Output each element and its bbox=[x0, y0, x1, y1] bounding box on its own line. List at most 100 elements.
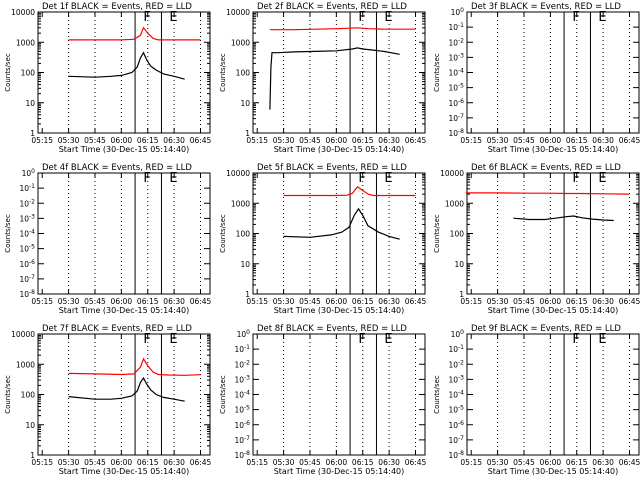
y-tick-label: 1000 bbox=[16, 38, 35, 47]
x-tick-label: 06:30 bbox=[163, 297, 185, 306]
y-tick-label: 100 bbox=[237, 329, 251, 339]
interval-marker-label: E bbox=[169, 10, 177, 25]
y-axis-label: Counts/sec bbox=[433, 375, 441, 414]
interval-marker-label: E bbox=[384, 171, 392, 186]
y-tick-label: 1000 bbox=[445, 199, 464, 208]
y-tick-label: 10-2 bbox=[19, 198, 35, 208]
plot-frame bbox=[37, 172, 211, 295]
x-tick-label: 06:15 bbox=[352, 458, 374, 467]
events-series-line bbox=[68, 51, 185, 80]
y-axis-label: Counts/sec bbox=[219, 375, 227, 414]
x-tick-label: 06:45 bbox=[405, 136, 427, 145]
y-tick-label: 10-1 bbox=[19, 183, 35, 193]
y-tick-label: 10 bbox=[240, 99, 250, 108]
interval-marker-label: F bbox=[572, 10, 579, 25]
y-tick-label: 10-3 bbox=[448, 374, 464, 384]
x-tick-label: 06:30 bbox=[592, 297, 614, 306]
y-tick-label: 10000 bbox=[226, 8, 250, 17]
x-tick-label: 05:45 bbox=[513, 458, 535, 467]
interval-marker-label: E bbox=[384, 10, 392, 25]
x-tick-label: 06:45 bbox=[619, 136, 640, 145]
x-tick-label: 05:15 bbox=[460, 458, 482, 467]
x-tick-label: 05:45 bbox=[84, 458, 106, 467]
x-tick-label: 05:45 bbox=[84, 297, 106, 306]
y-tick-label: 10-7 bbox=[448, 113, 464, 123]
y-tick-label: 10000 bbox=[11, 8, 35, 17]
x-tick-label: 05:15 bbox=[31, 458, 53, 467]
panel-title: Det 5f BLACK = Events, RED = LLD bbox=[257, 163, 407, 173]
x-tick-label: 06:45 bbox=[190, 136, 212, 145]
y-tick-label: 10-5 bbox=[19, 244, 35, 254]
y-tick-label: 10-8 bbox=[448, 128, 464, 138]
y-tick-label: 10 bbox=[454, 260, 464, 269]
y-tick-label: 1 bbox=[459, 290, 464, 299]
x-tick-label: 06:45 bbox=[190, 297, 212, 306]
y-tick-label: 10 bbox=[25, 99, 35, 108]
x-tick-label: 06:45 bbox=[619, 458, 640, 467]
interval-marker-label: F bbox=[572, 171, 579, 186]
x-tick-label: 06:00 bbox=[111, 136, 133, 145]
y-tick-label: 10-2 bbox=[448, 359, 464, 369]
y-tick-label: 10-2 bbox=[448, 37, 464, 47]
y-tick-label: 100 bbox=[22, 168, 36, 178]
y-tick-label: 1 bbox=[245, 290, 250, 299]
x-tick-label: 05:15 bbox=[460, 136, 482, 145]
detector-panel: Det 3f BLACK = Events, RED = LLD 05:15 05:… bbox=[433, 2, 640, 154]
x-tick-label: 06:00 bbox=[111, 297, 133, 306]
x-tick-label: 05:45 bbox=[84, 136, 106, 145]
plot-frame bbox=[37, 333, 211, 456]
x-tick-label: 06:15 bbox=[352, 136, 374, 145]
x-axis-label: Start Time (30-Dec-15 05:14:40) bbox=[59, 467, 190, 476]
y-tick-label: 10 bbox=[25, 421, 35, 430]
x-tick-label: 05:30 bbox=[273, 297, 295, 306]
lld-series-line bbox=[269, 27, 416, 31]
y-tick-label: 10-6 bbox=[448, 420, 464, 430]
x-tick-label: 05:30 bbox=[487, 458, 509, 467]
x-tick-label: 05:30 bbox=[487, 297, 509, 306]
y-axis-label: Counts/sec bbox=[433, 53, 441, 92]
x-tick-label: 05:30 bbox=[487, 136, 509, 145]
detector-panel: Det 7f BLACK = Events, RED = LLD 05:15 05:… bbox=[4, 324, 212, 476]
y-tick-label: 10-1 bbox=[448, 344, 464, 354]
x-tick-label: 05:30 bbox=[58, 458, 80, 467]
y-tick-label: 10-3 bbox=[234, 374, 250, 384]
panel-title: Det 9f BLACK = Events, RED = LLD bbox=[471, 324, 621, 334]
y-tick-label: 100 bbox=[451, 329, 465, 339]
y-tick-label: 10-7 bbox=[234, 435, 250, 445]
x-tick-label: 06:00 bbox=[540, 458, 562, 467]
y-tick-label: 1 bbox=[30, 129, 35, 138]
y-tick-label: 10-5 bbox=[448, 83, 464, 93]
x-tick-label: 05:30 bbox=[273, 458, 295, 467]
lld-series-line bbox=[68, 357, 201, 376]
y-tick-label: 100 bbox=[450, 230, 465, 239]
x-axis-label: Start Time (30-Dec-15 05:14:40) bbox=[274, 145, 405, 154]
lld-series-line bbox=[68, 26, 201, 41]
x-tick-label: 06:00 bbox=[326, 458, 348, 467]
panel-title: Det 3f BLACK = Events, RED = LLD bbox=[471, 2, 621, 12]
interval-marker-label: F bbox=[572, 332, 579, 347]
x-tick-label: 06:30 bbox=[592, 136, 614, 145]
x-tick-label: 06:30 bbox=[378, 297, 400, 306]
y-tick-label: 100 bbox=[236, 69, 251, 78]
y-tick-label: 10-4 bbox=[448, 390, 464, 400]
y-tick-label: 10-7 bbox=[19, 274, 35, 284]
y-tick-label: 10-6 bbox=[234, 420, 250, 430]
events-series-line bbox=[283, 207, 400, 240]
x-tick-label: 06:45 bbox=[405, 458, 427, 467]
x-axis-label: Start Time (30-Dec-15 05:14:40) bbox=[59, 145, 190, 154]
detector-panel: Det 1f BLACK = Events, RED = LLD 05:15 05:… bbox=[4, 2, 212, 154]
y-tick-label: 10-8 bbox=[448, 450, 464, 460]
plot-frame bbox=[466, 333, 640, 456]
y-tick-label: 10-5 bbox=[234, 405, 250, 415]
x-tick-label: 06:00 bbox=[326, 297, 348, 306]
x-axis-label: Start Time (30-Dec-15 05:14:40) bbox=[488, 467, 619, 476]
detector-panel: Det 2f BLACK = Events, RED = LLD 05:15 05:… bbox=[219, 2, 427, 154]
interval-marker-label: F bbox=[143, 10, 150, 25]
x-tick-label: 05:30 bbox=[58, 136, 80, 145]
y-tick-label: 10-4 bbox=[19, 229, 35, 239]
y-tick-label: 1 bbox=[245, 129, 250, 138]
x-tick-label: 06:15 bbox=[137, 297, 159, 306]
plot-frame bbox=[252, 172, 426, 295]
events-series-line bbox=[269, 47, 400, 110]
x-tick-label: 06:00 bbox=[540, 136, 562, 145]
